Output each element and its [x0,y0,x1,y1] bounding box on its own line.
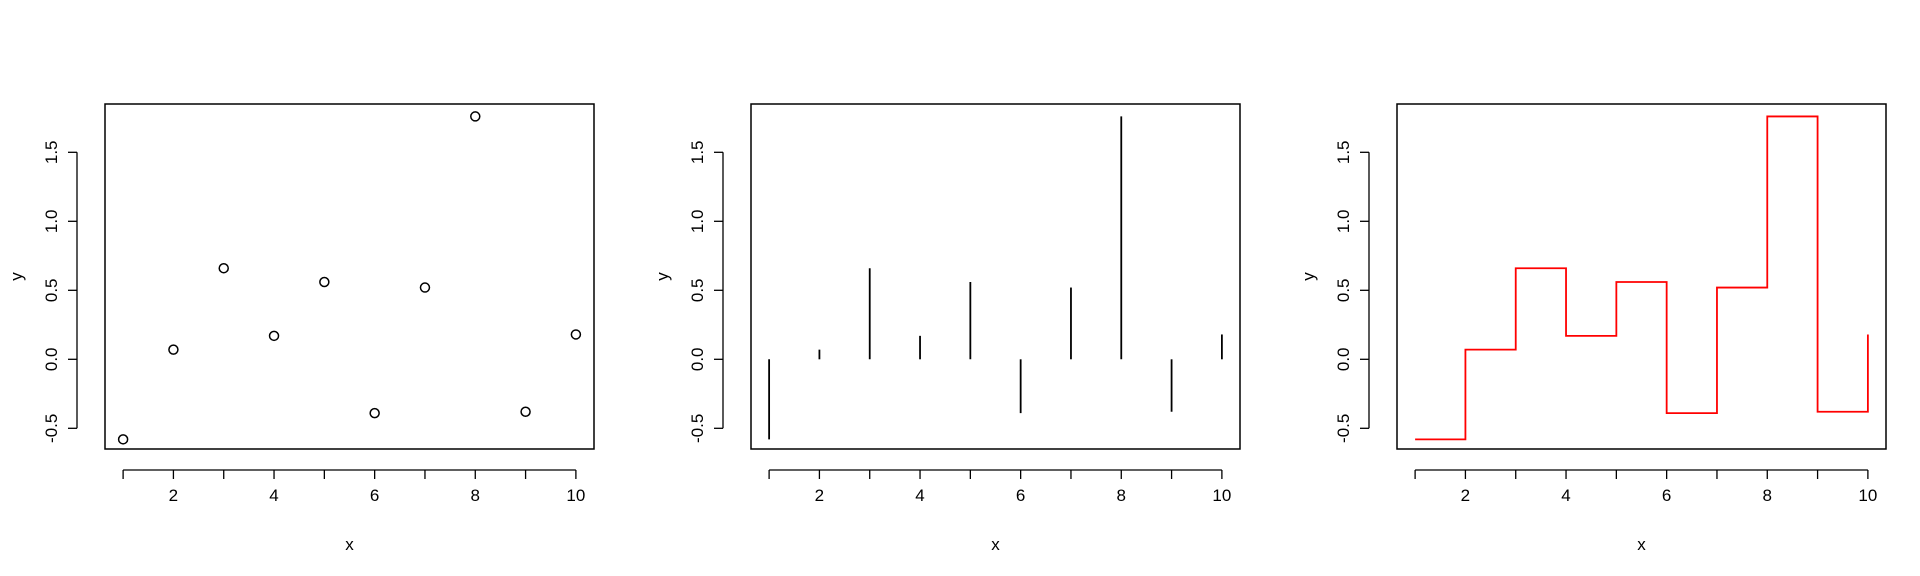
step-line [1415,115,1869,441]
x-tick-label: 8 [1117,486,1126,505]
data-point [470,111,481,122]
y-tick-label: 0.0 [42,347,61,371]
y-tick-label: -0.5 [42,414,61,443]
y-tick-label: 1.0 [688,209,707,233]
x-tick-label: 2 [1461,486,1470,505]
data-lines [768,116,1223,440]
step-plot-panel: 2 4 6 8 10 -0.5 0.0 0.5 1.0 1.5 x y [1299,103,1887,554]
y-axis-label: y [1299,272,1318,281]
histogram-line-plot-panel: 2 4 6 8 10 -0.5 0.0 0.5 1.0 1.5 x y [653,103,1241,554]
y-tick-label: -0.5 [1334,414,1353,443]
x-tick-label: 6 [370,486,379,505]
x-axis-label: x [1637,535,1646,554]
y-tick-label: 1.5 [1334,140,1353,164]
data-point [117,434,129,445]
x-tick-label: 10 [566,486,585,505]
plot-frame [104,103,595,450]
y-axis: -0.5 0.0 0.5 1.0 1.5 [1334,140,1370,443]
x-axis: 2 4 6 8 10 [122,469,585,505]
scatter-plot-panel: 2 4 6 8 10 -0.5 0.0 0.5 1.0 1.5 x y [7,103,595,554]
y-tick-label: 1.0 [42,209,61,233]
x-tick-label: 8 [1763,486,1772,505]
x-tick-label: 10 [1212,486,1231,505]
x-axis: 2 4 6 8 10 [768,469,1231,505]
y-tick-label: -0.5 [688,414,707,443]
y-axis: -0.5 0.0 0.5 1.0 1.5 [42,140,78,443]
y-tick-label: 0.5 [1334,278,1353,302]
y-tick-label: 0.0 [688,347,707,371]
x-tick-label: 10 [1858,486,1877,505]
data-points [117,111,582,445]
x-axis: 2 4 6 8 10 [1414,469,1877,505]
x-axis-label: x [991,535,1000,554]
data-point [319,276,330,288]
data-point [168,344,179,355]
y-tick-label: 1.5 [688,140,707,164]
y-axis-label: y [653,272,672,281]
x-tick-label: 8 [471,486,480,505]
y-axis: -0.5 0.0 0.5 1.0 1.5 [688,140,724,443]
data-point [570,329,582,340]
y-tick-label: 1.5 [42,140,61,164]
x-axis-label: x [345,535,354,554]
plot-frame [1396,103,1887,450]
y-axis-label: y [7,272,26,281]
y-tick-label: 0.0 [1334,347,1353,371]
x-tick-label: 4 [915,486,924,505]
x-tick-label: 4 [1561,486,1570,505]
plot-frame [750,103,1241,450]
data-point [520,406,531,417]
x-tick-label: 2 [169,486,178,505]
data-point [369,407,380,419]
x-tick-label: 6 [1662,486,1671,505]
data-point [218,262,229,274]
x-tick-label: 2 [815,486,824,505]
step-series-line [1415,115,1869,441]
y-tick-label: 0.5 [688,278,707,302]
x-tick-label: 4 [269,486,278,505]
data-point [268,330,280,342]
y-tick-label: 0.5 [42,278,61,302]
y-tick-label: 1.0 [1334,209,1353,233]
data-point [419,282,431,293]
x-tick-label: 6 [1016,486,1025,505]
